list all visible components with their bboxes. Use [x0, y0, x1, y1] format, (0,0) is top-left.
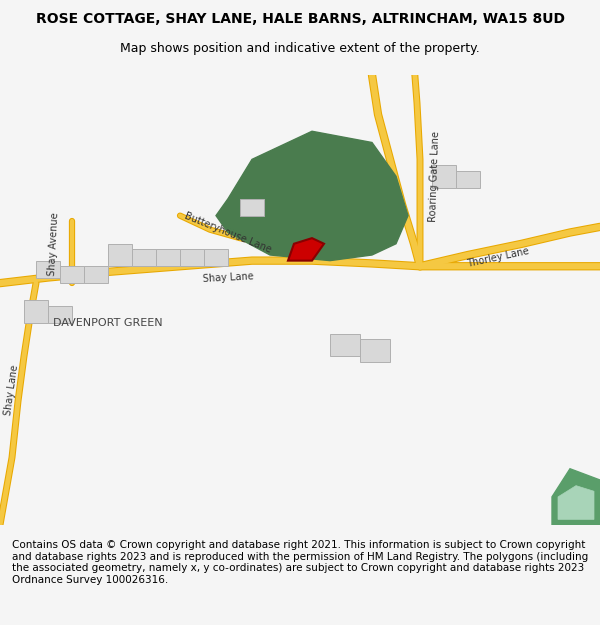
Polygon shape: [204, 249, 228, 266]
Text: Contains OS data © Crown copyright and database right 2021. This information is : Contains OS data © Crown copyright and d…: [12, 540, 588, 585]
Polygon shape: [84, 266, 108, 283]
Text: DAVENPORT GREEN: DAVENPORT GREEN: [53, 318, 163, 328]
Text: Butteryhouse Lane: Butteryhouse Lane: [183, 211, 273, 254]
Text: ROSE COTTAGE, SHAY LANE, HALE BARNS, ALTRINCHAM, WA15 8UD: ROSE COTTAGE, SHAY LANE, HALE BARNS, ALT…: [35, 12, 565, 26]
Text: Shay Lane: Shay Lane: [202, 271, 254, 284]
Polygon shape: [330, 334, 360, 356]
Text: Roaring Gate Lane: Roaring Gate Lane: [428, 131, 442, 222]
Polygon shape: [456, 171, 480, 187]
Polygon shape: [558, 486, 594, 519]
Polygon shape: [216, 131, 408, 261]
Text: Shay Lane: Shay Lane: [4, 364, 20, 416]
Polygon shape: [360, 339, 390, 362]
Text: Thorley Lane: Thorley Lane: [466, 246, 530, 269]
Polygon shape: [36, 261, 60, 278]
Polygon shape: [288, 238, 324, 261]
Text: Map shows position and indicative extent of the property.: Map shows position and indicative extent…: [120, 42, 480, 55]
Polygon shape: [24, 300, 48, 322]
Polygon shape: [132, 249, 156, 266]
Polygon shape: [552, 469, 600, 525]
Text: Shay Avenue: Shay Avenue: [47, 212, 61, 276]
Polygon shape: [156, 249, 180, 266]
Polygon shape: [432, 165, 456, 188]
Polygon shape: [48, 306, 72, 322]
Polygon shape: [240, 199, 264, 216]
Polygon shape: [108, 244, 132, 266]
Polygon shape: [60, 266, 84, 283]
Polygon shape: [180, 249, 204, 266]
